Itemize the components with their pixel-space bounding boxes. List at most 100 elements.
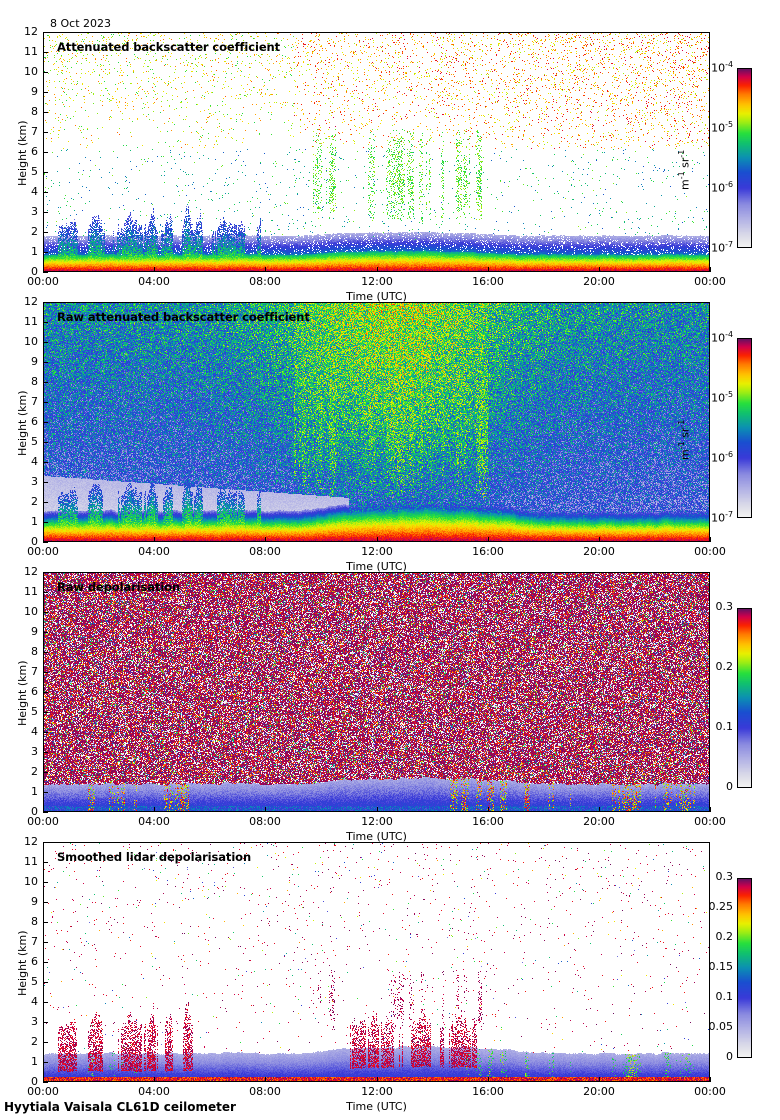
colorbar-tick-label-0-2: 10-5 bbox=[711, 120, 733, 135]
panel-title-3: Smoothed lidar depolarisation bbox=[57, 850, 252, 864]
xtick-label-1-3: 12:00 bbox=[361, 545, 393, 558]
colorbar-tick-label-2-0: 0 bbox=[726, 780, 733, 793]
xtick-label-2-1: 04:00 bbox=[138, 815, 170, 828]
ytick-label-0-9: 9 bbox=[31, 85, 38, 98]
xtick-label-3-4: 16:00 bbox=[472, 1085, 504, 1098]
ytick-1-9 bbox=[43, 362, 48, 363]
ytick-label-2-6: 6 bbox=[31, 685, 38, 698]
colorbar-tick-label-3-0: 0 bbox=[726, 1050, 733, 1063]
xtick-label-3-0: 00:00 bbox=[27, 1085, 59, 1098]
colorbar-tick-label-2-3: 0.3 bbox=[715, 600, 734, 613]
ytick-label-1-0: 0 bbox=[31, 535, 38, 548]
ytick-label-0-5: 5 bbox=[31, 165, 38, 178]
xtick-2-6 bbox=[710, 807, 711, 812]
xtick-label-0-0: 00:00 bbox=[27, 275, 59, 288]
ytick-0-0 bbox=[43, 272, 48, 273]
ytick-label-3-9: 9 bbox=[31, 895, 38, 908]
ytick-label-1-5: 5 bbox=[31, 435, 38, 448]
ytick-1-12 bbox=[43, 302, 48, 303]
ytick-label-3-0: 0 bbox=[31, 1075, 38, 1088]
ytick-0-6 bbox=[43, 152, 48, 153]
xtick-2-5 bbox=[599, 807, 600, 812]
xtick-1-0 bbox=[43, 537, 44, 542]
xtick-0-6 bbox=[710, 267, 711, 272]
ytick-1-4 bbox=[43, 462, 48, 463]
ytick-label-2-5: 5 bbox=[31, 705, 38, 718]
xtick-0-4 bbox=[488, 267, 489, 272]
xtick-label-2-4: 16:00 bbox=[472, 815, 504, 828]
colorbar-tick-label-1-0: 10-7 bbox=[711, 510, 733, 525]
xtick-3-3 bbox=[377, 1077, 378, 1082]
ytick-1-2 bbox=[43, 502, 48, 503]
ytick-2-8 bbox=[43, 652, 48, 653]
ytick-2-0 bbox=[43, 812, 48, 813]
heatmap-canvas-2 bbox=[44, 573, 709, 811]
colorbar-tick-label-3-6: 0.3 bbox=[715, 870, 734, 883]
ytick-2-4 bbox=[43, 732, 48, 733]
xtick-label-1-1: 04:00 bbox=[138, 545, 170, 558]
ytick-label-1-1: 1 bbox=[31, 515, 38, 528]
ytick-2-10 bbox=[43, 612, 48, 613]
panel-title-1: Raw attenuated backscatter coefficient bbox=[57, 310, 310, 324]
ytick-label-2-10: 10 bbox=[24, 605, 38, 618]
footer-caption: Hyytiala Vaisala CL61D ceilometer bbox=[4, 1100, 236, 1114]
xtick-label-2-2: 08:00 bbox=[249, 815, 281, 828]
ytick-0-8 bbox=[43, 112, 48, 113]
heatmap-canvas-3 bbox=[44, 843, 709, 1081]
ytick-label-0-2: 2 bbox=[31, 225, 38, 238]
ytick-2-9 bbox=[43, 632, 48, 633]
ytick-label-0-11: 11 bbox=[24, 45, 38, 58]
ytick-label-1-4: 4 bbox=[31, 455, 38, 468]
ytick-label-2-7: 7 bbox=[31, 665, 38, 678]
xtick-3-5 bbox=[599, 1077, 600, 1082]
ytick-label-3-6: 6 bbox=[31, 955, 38, 968]
ytick-label-0-6: 6 bbox=[31, 145, 38, 158]
colorbar-tick-label-0-0: 10-7 bbox=[711, 240, 733, 255]
colorbar-0 bbox=[737, 68, 752, 248]
colorbar-gradient-1 bbox=[738, 339, 751, 517]
xtick-label-2-3: 12:00 bbox=[361, 815, 393, 828]
ytick-3-8 bbox=[43, 922, 48, 923]
colorbar-3 bbox=[737, 878, 752, 1058]
ytick-label-3-5: 5 bbox=[31, 975, 38, 988]
ytick-label-2-8: 8 bbox=[31, 645, 38, 658]
xtick-1-3 bbox=[377, 537, 378, 542]
xtick-2-0 bbox=[43, 807, 44, 812]
ytick-0-10 bbox=[43, 72, 48, 73]
xtick-label-1-5: 20:00 bbox=[583, 545, 615, 558]
xtick-label-2-0: 00:00 bbox=[27, 815, 59, 828]
ytick-label-2-0: 0 bbox=[31, 805, 38, 818]
ytick-2-11 bbox=[43, 592, 48, 593]
ytick-3-11 bbox=[43, 862, 48, 863]
panel-title-0: Attenuated backscatter coefficient bbox=[57, 40, 281, 54]
ytick-1-6 bbox=[43, 422, 48, 423]
ytick-1-7 bbox=[43, 402, 48, 403]
xtick-3-2 bbox=[265, 1077, 266, 1082]
ytick-label-2-12: 12 bbox=[24, 565, 38, 578]
y-axis-label-2: Height (km) bbox=[16, 660, 29, 726]
colorbar-gradient-3 bbox=[738, 879, 751, 1057]
x-axis-label-1: Time (UTC) bbox=[346, 560, 407, 573]
xtick-label-3-5: 20:00 bbox=[583, 1085, 615, 1098]
ytick-label-0-10: 10 bbox=[24, 65, 38, 78]
ytick-label-1-8: 8 bbox=[31, 375, 38, 388]
heatmap-canvas-1 bbox=[44, 303, 709, 541]
ytick-1-1 bbox=[43, 522, 48, 523]
ytick-0-3 bbox=[43, 212, 48, 213]
figure-date-label: 8 Oct 2023 bbox=[50, 17, 112, 30]
x-axis-label-0: Time (UTC) bbox=[346, 290, 407, 303]
plot-area-1 bbox=[43, 302, 710, 542]
ytick-0-5 bbox=[43, 172, 48, 173]
colorbar-tick-label-2-1: 0.1 bbox=[715, 720, 734, 733]
xtick-label-0-4: 16:00 bbox=[472, 275, 504, 288]
xtick-label-2-6: 00:00 bbox=[694, 815, 726, 828]
ytick-3-12 bbox=[43, 842, 48, 843]
xtick-1-5 bbox=[599, 537, 600, 542]
y-axis-label-1: Height (km) bbox=[16, 390, 29, 456]
colorbar-tick-label-1-2: 10-5 bbox=[711, 390, 733, 405]
ytick-label-3-8: 8 bbox=[31, 915, 38, 928]
ytick-label-1-10: 10 bbox=[24, 335, 38, 348]
ytick-0-2 bbox=[43, 232, 48, 233]
ytick-label-1-2: 2 bbox=[31, 495, 38, 508]
colorbar-tick-label-3-2: 0.1 bbox=[715, 990, 734, 1003]
